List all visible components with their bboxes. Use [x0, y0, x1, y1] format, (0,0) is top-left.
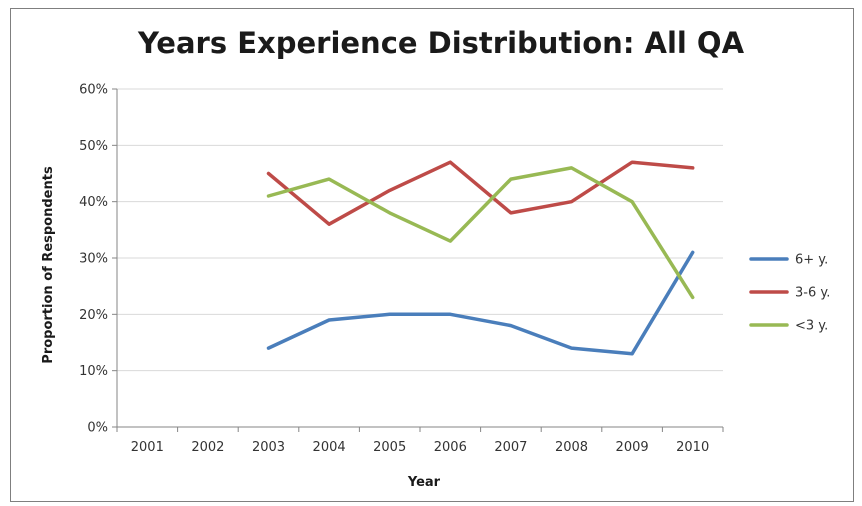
x-tick-label: 2004 — [313, 440, 346, 455]
y-tick-label: 20% — [79, 308, 108, 323]
legend-label: <3 y. — [795, 319, 828, 334]
y-tick-label: 60% — [79, 83, 108, 98]
gridlines — [117, 88, 723, 372]
y-axis-ticks: 0% 10% 20% 30% 40% 50% 60% — [79, 83, 117, 436]
y-tick-label: 40% — [79, 195, 108, 210]
series-line-2 — [266, 166, 695, 300]
y-tick-label: 10% — [79, 364, 108, 379]
chart-title: Years Experience Distribution: All QA — [137, 26, 745, 60]
series-lines — [266, 160, 695, 356]
x-tick-label: 2008 — [555, 440, 588, 455]
legend: 6+ y. 3-6 y. <3 y. — [749, 253, 830, 334]
x-tick-label: 2009 — [616, 440, 649, 455]
x-tick-label: 2001 — [131, 440, 164, 455]
x-axis-ticks: 2001 2002 2003 2004 2005 2006 2007 2008 2009 2010 — [116, 427, 724, 455]
line-chart: Years Experience Distribution: All QA 0%… — [41, 26, 830, 490]
chart-frame: Years Experience Distribution: All QA 0%… — [10, 8, 854, 502]
y-axis-title: Proportion of Respondents — [41, 166, 56, 364]
x-tick-label: 2002 — [191, 440, 224, 455]
series-line-0 — [266, 250, 695, 356]
legend-label: 3-6 y. — [795, 286, 830, 301]
y-tick-label: 30% — [79, 252, 108, 267]
y-tick-label: 0% — [87, 421, 108, 436]
x-tick-label: 2007 — [494, 440, 527, 455]
x-tick-label: 2003 — [252, 440, 285, 455]
y-tick-label: 50% — [79, 139, 108, 154]
legend-label: 6+ y. — [795, 253, 828, 268]
x-axis-title: Year — [407, 475, 441, 490]
x-tick-label: 2005 — [373, 440, 406, 455]
x-tick-label: 2010 — [676, 440, 709, 455]
x-tick-label: 2006 — [434, 440, 467, 455]
series-line-1 — [266, 160, 695, 226]
